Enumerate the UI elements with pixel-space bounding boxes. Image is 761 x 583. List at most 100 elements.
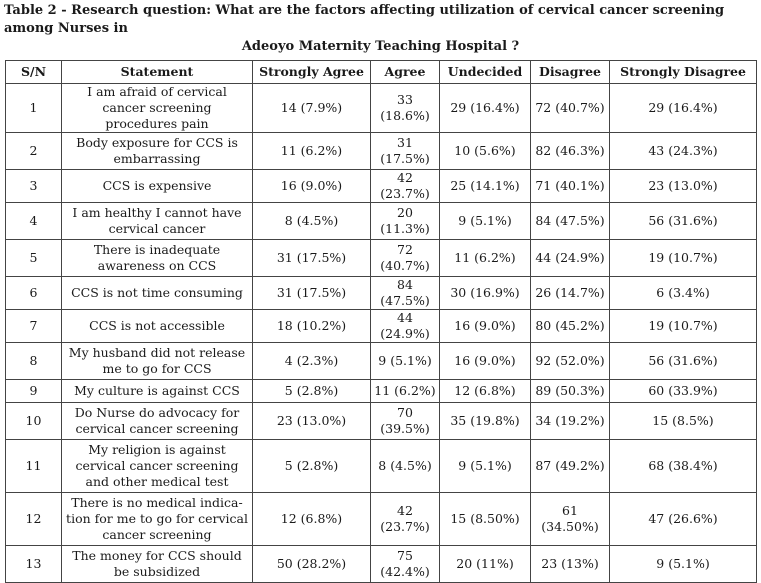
cell-statement: My religion is against cervical cancer s… [61, 439, 253, 493]
table-row: 5 There is inadequate awareness on CCS 31 … [5, 239, 757, 277]
cell-agree: 42 (23.7%) [370, 492, 440, 546]
cell-statement: My husband did not release me to go for … [61, 342, 253, 380]
cell-strongly-agree: 4 (2.3%) [252, 342, 371, 380]
cell-undecided: 35 (19.8%) [439, 402, 531, 440]
table-row: 3 CCS is expensive 16 (9.0%) 42 (23.7%) 25 (… [5, 169, 757, 203]
cell-strongly-disagree: 43 (24.3%) [609, 132, 757, 170]
header-agree: Agree [370, 60, 440, 84]
cell-disagree: 61 (34.50%) [530, 492, 610, 546]
cell-strongly-disagree: 68 (38.4%) [609, 439, 757, 493]
cell-strongly-disagree: 6 (3.4%) [609, 276, 757, 310]
cell-undecided: 9 (5.1%) [439, 202, 531, 240]
cell-undecided: 12 (6.8%) [439, 379, 531, 403]
cell-disagree: 26 (14.7%) [530, 276, 610, 310]
table-caption: Table 2 - Research question: What are th… [4, 2, 757, 56]
cell-disagree: 71 (40.1%) [530, 169, 610, 203]
cell-statement: Body exposure for CCS is embarrassing [61, 132, 253, 170]
table-row: 11 My religion is against cervical cancer… [5, 439, 757, 493]
cell-statement: CCS is not accessible [61, 309, 253, 343]
header-undecided: Undecided [439, 60, 531, 84]
cell-disagree: 92 (52.0%) [530, 342, 610, 380]
cell-strongly-disagree: 19 (10.7%) [609, 239, 757, 277]
table-row: 12 There is no medical indica-tion for me… [5, 492, 757, 546]
header-row: S/N Statement Strongly Agree Agree Undec… [5, 60, 757, 84]
header-sn: S/N [5, 60, 62, 84]
cell-disagree: 80 (45.2%) [530, 309, 610, 343]
cell-strongly-disagree: 60 (33.9%) [609, 379, 757, 403]
cell-undecided: 16 (9.0%) [439, 309, 531, 343]
header-strongly-agree: Strongly Agree [252, 60, 371, 84]
caption-line-1: Table 2 - Research question: What are th… [4, 3, 725, 36]
table-row: 2 Body exposure for CCS is embarrassing 11… [5, 132, 757, 170]
survey-table: S/N Statement Strongly Agree Agree Undec… [5, 60, 757, 583]
cell-sn: 5 [5, 239, 62, 277]
cell-strongly-agree: 5 (2.8%) [252, 439, 371, 493]
cell-undecided: 20 (11%) [439, 545, 531, 583]
table-row: 9 My culture is against CCS 5 (2.8%) 11 (6.… [5, 379, 757, 403]
cell-agree: 75 (42.4%) [370, 545, 440, 583]
cell-strongly-disagree: 56 (31.6%) [609, 202, 757, 240]
cell-strongly-disagree: 56 (31.6%) [609, 342, 757, 380]
cell-statement: There is no medical indica-tion for me t… [61, 492, 253, 546]
cell-disagree: 23 (13%) [530, 545, 610, 583]
cell-agree: 70 (39.5%) [370, 402, 440, 440]
cell-disagree: 34 (19.2%) [530, 402, 610, 440]
cell-strongly-disagree: 15 (8.5%) [609, 402, 757, 440]
cell-strongly-agree: 11 (6.2%) [252, 132, 371, 170]
cell-statement: I am healthy I cannot have cervical canc… [61, 202, 253, 240]
table-row: 7 CCS is not accessible 18 (10.2%) 44 (24.9… [5, 309, 757, 343]
cell-sn: 10 [5, 402, 62, 440]
cell-statement: I am afraid of cervical cancer screening… [61, 83, 253, 133]
cell-sn: 2 [5, 132, 62, 170]
cell-sn: 6 [5, 276, 62, 310]
table-row: 8 My husband did not release me to go for… [5, 342, 757, 380]
cell-sn: 7 [5, 309, 62, 343]
cell-agree: 8 (4.5%) [370, 439, 440, 493]
cell-undecided: 15 (8.50%) [439, 492, 531, 546]
cell-statement: There is inadequate awareness on CCS [61, 239, 253, 277]
cell-disagree: 87 (49.2%) [530, 439, 610, 493]
table-row: 6 CCS is not time consuming 31 (17.5%) 84 (… [5, 276, 757, 310]
cell-sn: 11 [5, 439, 62, 493]
cell-agree: 44 (24.9%) [370, 309, 440, 343]
cell-strongly-agree: 31 (17.5%) [252, 276, 371, 310]
cell-sn: 1 [5, 83, 62, 133]
table-row: 10 Do Nurse do advocacy for cervical canc… [5, 402, 757, 440]
cell-agree: 72 (40.7%) [370, 239, 440, 277]
cell-undecided: 11 (6.2%) [439, 239, 531, 277]
cell-agree: 20 (11.3%) [370, 202, 440, 240]
cell-undecided: 9 (5.1%) [439, 439, 531, 493]
header-statement: Statement [61, 60, 253, 84]
cell-statement: The money for CCS should be subsidized [61, 545, 253, 583]
cell-agree: 9 (5.1%) [370, 342, 440, 380]
cell-strongly-agree: 16 (9.0%) [252, 169, 371, 203]
cell-strongly-agree: 8 (4.5%) [252, 202, 371, 240]
cell-strongly-disagree: 19 (10.7%) [609, 309, 757, 343]
cell-strongly-agree: 14 (7.9%) [252, 83, 371, 133]
cell-strongly-agree: 31 (17.5%) [252, 239, 371, 277]
cell-undecided: 25 (14.1%) [439, 169, 531, 203]
cell-statement: CCS is expensive [61, 169, 253, 203]
cell-agree: 33 (18.6%) [370, 83, 440, 133]
cell-strongly-disagree: 9 (5.1%) [609, 545, 757, 583]
cell-strongly-agree: 12 (6.8%) [252, 492, 371, 546]
cell-agree: 84 (47.5%) [370, 276, 440, 310]
cell-statement: My culture is against CCS [61, 379, 253, 403]
cell-sn: 3 [5, 169, 62, 203]
cell-sn: 13 [5, 545, 62, 583]
cell-strongly-disagree: 29 (16.4%) [609, 83, 757, 133]
table-row: 13 The money for CCS should be subsidized… [5, 545, 757, 583]
cell-strongly-disagree: 47 (26.6%) [609, 492, 757, 546]
cell-statement: CCS is not time consuming [61, 276, 253, 310]
cell-sn: 9 [5, 379, 62, 403]
cell-strongly-disagree: 23 (13.0%) [609, 169, 757, 203]
cell-undecided: 30 (16.9%) [439, 276, 531, 310]
cell-undecided: 29 (16.4%) [439, 83, 531, 133]
cell-agree: 11 (6.2%) [370, 379, 440, 403]
cell-strongly-agree: 23 (13.0%) [252, 402, 371, 440]
cell-disagree: 82 (46.3%) [530, 132, 610, 170]
cell-undecided: 10 (5.6%) [439, 132, 531, 170]
cell-sn: 4 [5, 202, 62, 240]
